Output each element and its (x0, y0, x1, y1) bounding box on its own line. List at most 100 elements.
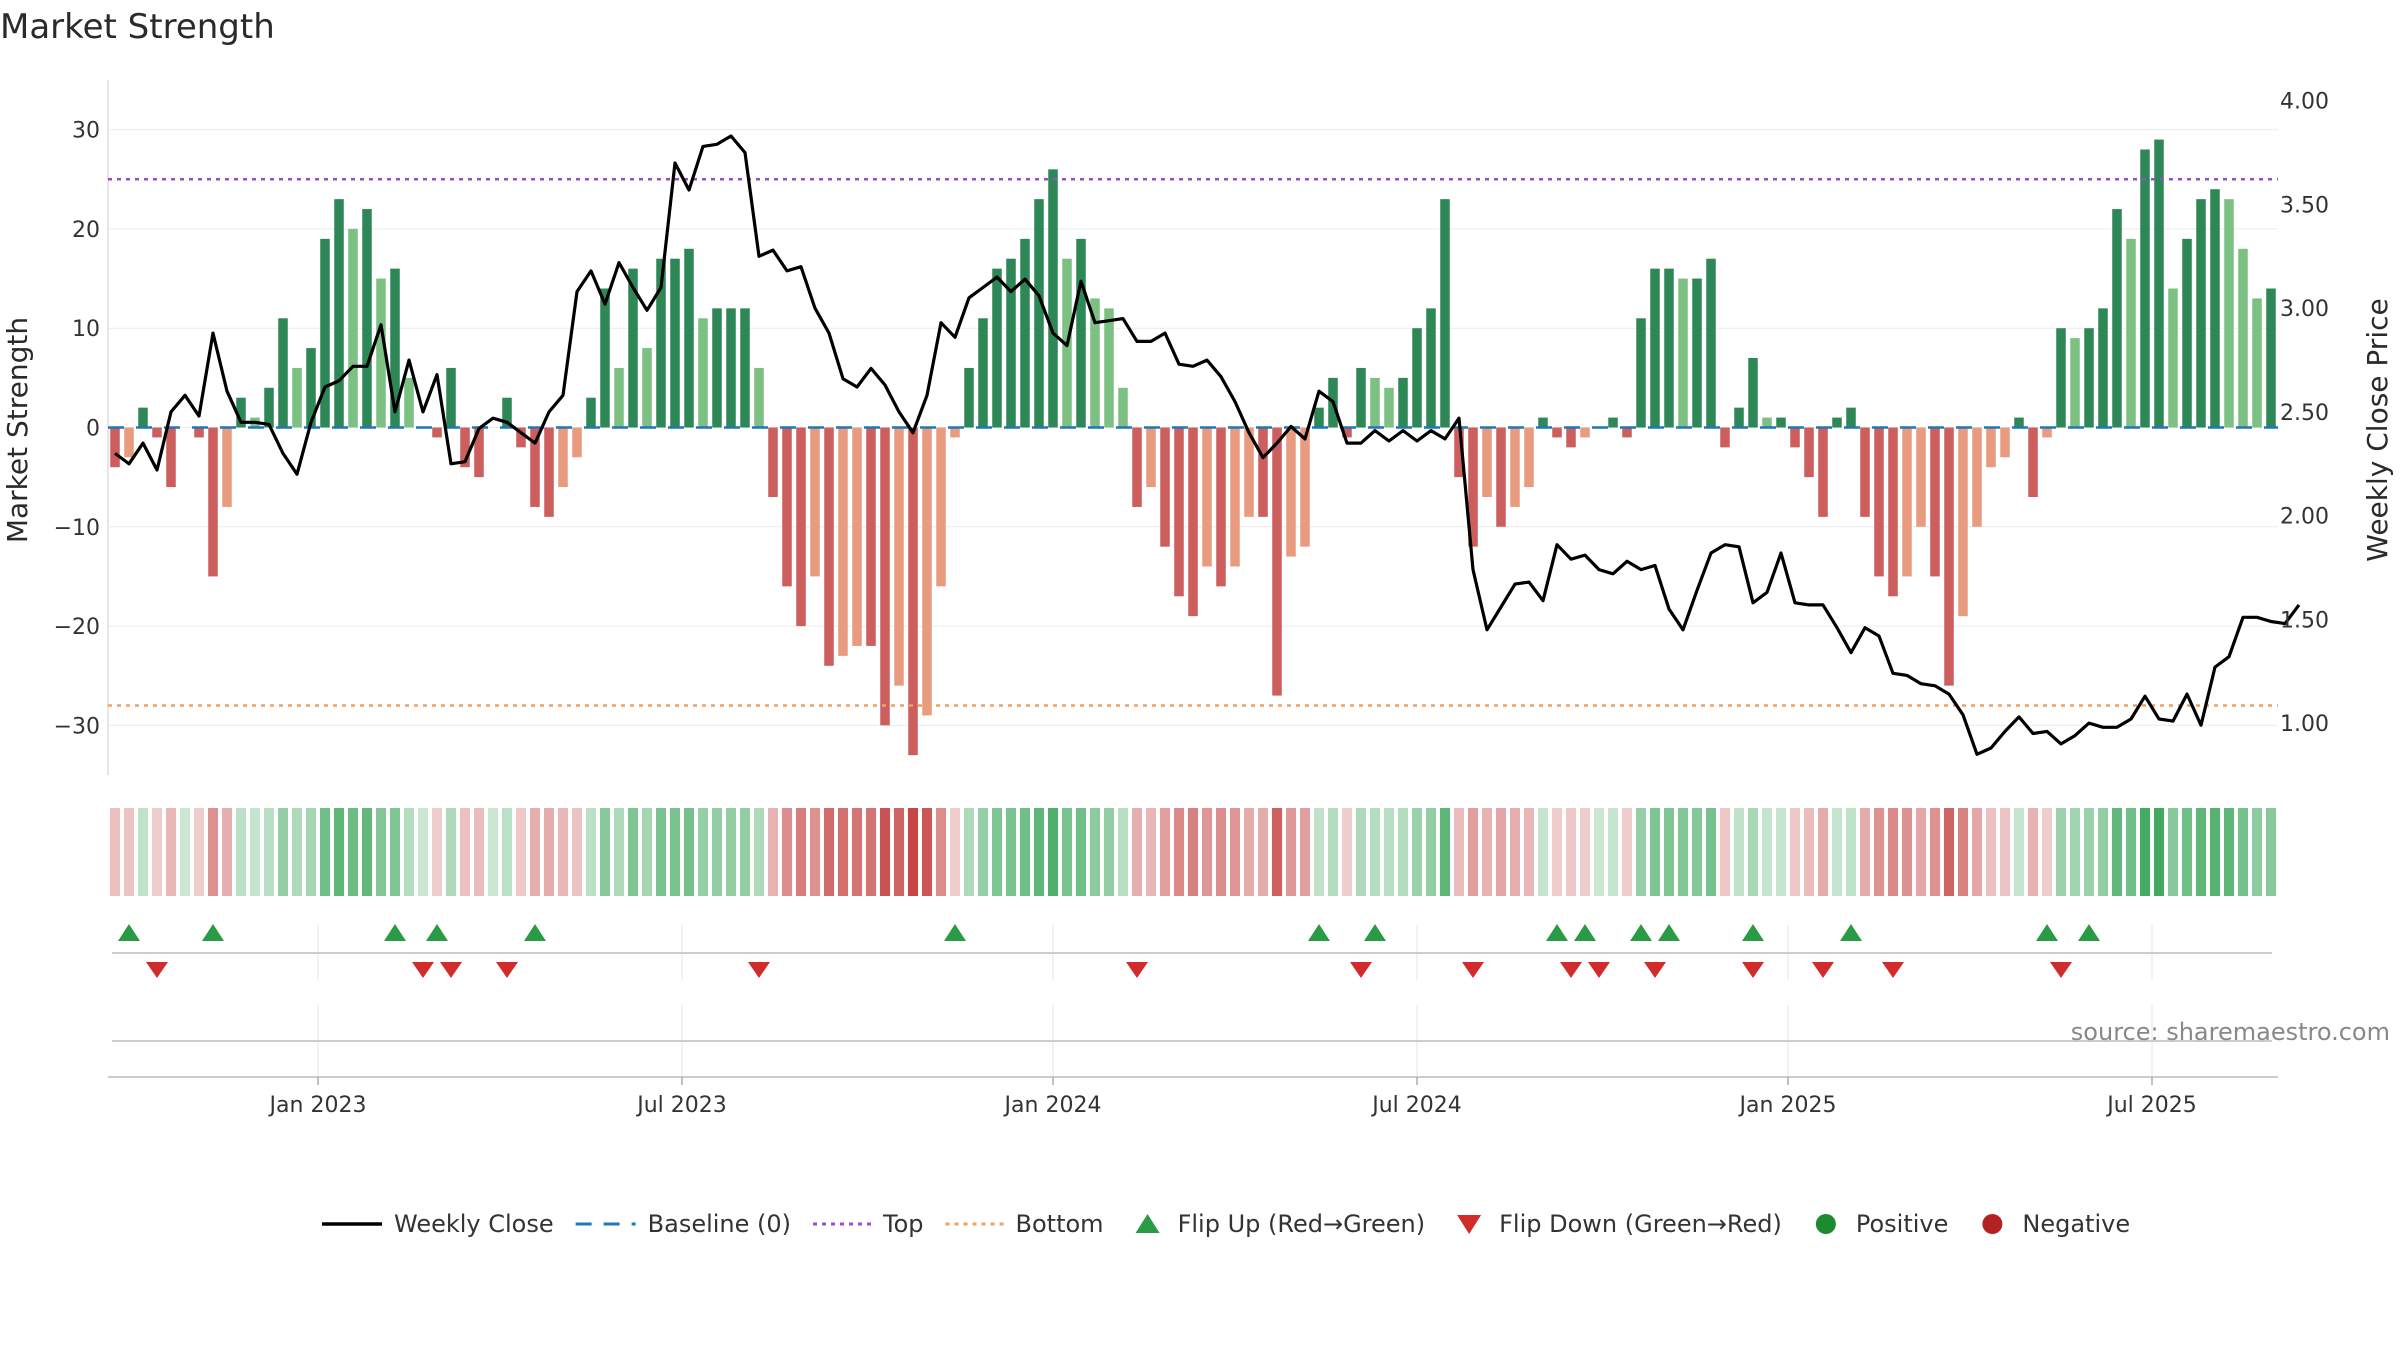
strip-cell (1831, 808, 1843, 896)
strength-bar (2140, 149, 2150, 428)
strength-bar (1580, 427, 1590, 438)
strip-cell (1061, 808, 1073, 896)
strength-bar (2182, 238, 2192, 428)
strip-cell (1649, 808, 1661, 896)
strip-cell (599, 808, 611, 896)
strip-cell (417, 808, 429, 896)
strip-cell (1243, 808, 1255, 896)
strip-cell (1383, 808, 1395, 896)
flip-down-marker (496, 962, 518, 978)
strength-bar (1272, 427, 1282, 696)
strip-cell (1551, 808, 1563, 896)
y-tick-label: 30 (72, 119, 100, 144)
strip-cell (1971, 808, 1983, 896)
strip-cell (1005, 808, 1017, 896)
strip-cell (515, 808, 527, 896)
strength-bar (1230, 427, 1240, 567)
strength-bar (2056, 328, 2066, 428)
strength-bar (292, 367, 302, 428)
flip-up-marker (2036, 924, 2058, 941)
strength-bar (572, 427, 582, 458)
strip-cell (2139, 808, 2151, 896)
strip-cell (1439, 808, 1451, 896)
strip-cell (1845, 808, 1857, 896)
strength-bar (1188, 427, 1198, 617)
strip-cell (459, 808, 471, 896)
strength-bar (838, 427, 848, 656)
strip-cell (235, 808, 247, 896)
strength-bar (1972, 427, 1982, 527)
strength-bar (936, 427, 946, 587)
strip-cell (347, 808, 359, 896)
strength-bar (2042, 427, 2052, 438)
strength-bar (768, 427, 778, 497)
flip-down-marker (1350, 962, 1372, 978)
strength-bar (1650, 268, 1660, 428)
strength-bar (1006, 258, 1016, 428)
strength-bar (530, 427, 540, 507)
strength-bar (1608, 417, 1618, 428)
strip-cell (179, 808, 191, 896)
strip-cell (1117, 808, 1129, 896)
strip-cell (1467, 808, 1479, 896)
strip-cell (1355, 808, 1367, 896)
flip-down-marker (412, 962, 434, 978)
strength-bar (1622, 427, 1632, 438)
strip-cell (1159, 808, 1171, 896)
strip-cell (795, 808, 807, 896)
strength-bar (992, 268, 1002, 428)
strength-bar (1818, 427, 1828, 517)
strength-bar (782, 427, 792, 587)
weekly-close-line-group (114, 134, 2301, 756)
strength-bar (264, 387, 274, 428)
flip-markers-panel (112, 924, 2272, 980)
strength-bar (1440, 199, 1450, 428)
strength-bar (908, 427, 918, 756)
strip-cell (1775, 808, 1787, 896)
strip-cell (389, 808, 401, 896)
strip-cell (277, 808, 289, 896)
strip-cell (1789, 808, 1801, 896)
y-axis-label: Market Strength (1, 317, 34, 543)
strength-bar (1804, 427, 1814, 478)
strip-cell (1915, 808, 1927, 896)
strength-bar (950, 427, 960, 438)
strip-cell (655, 808, 667, 896)
flip-up-marker (1658, 924, 1680, 941)
flip-down-marker (1742, 962, 1764, 978)
strength-bar (1034, 199, 1044, 428)
y2-tick-label: 2.00 (2280, 505, 2329, 530)
strength-bar (1370, 377, 1380, 428)
y-tick-label: −20 (54, 615, 100, 640)
strip-cell (1579, 808, 1591, 896)
strength-bar (824, 427, 834, 666)
strength-bar (894, 427, 904, 686)
strip-cell (2265, 808, 2277, 896)
flip-up-marker (1840, 924, 1862, 941)
strength-bar (1888, 427, 1898, 597)
y2-tick-label: 3.50 (2280, 193, 2329, 218)
strip-cell (767, 808, 779, 896)
strength-bar (1846, 407, 1856, 428)
strength-bar (278, 318, 288, 428)
strength-bar (1538, 417, 1548, 428)
strip-cell (193, 808, 205, 896)
strength-bar (516, 427, 526, 448)
reference-lines (108, 178, 2278, 707)
strip-cell (291, 808, 303, 896)
strip-cell (2153, 808, 2165, 896)
strength-bar (2210, 189, 2220, 428)
legend-circle-icon (1982, 1214, 2003, 1234)
strength-bar (1832, 417, 1842, 428)
strip-cell (809, 808, 821, 896)
strip-cell (1691, 808, 1703, 896)
strength-bar (1426, 308, 1436, 428)
y-tick-label: 20 (72, 218, 100, 243)
strength-bar (1398, 377, 1408, 428)
flip-up-marker (202, 924, 224, 941)
strip-cell (1565, 808, 1577, 896)
strip-cell (1621, 808, 1633, 896)
strength-bar (1020, 238, 1030, 428)
y2-tick-label: 4.00 (2280, 90, 2329, 115)
strength-bar (1146, 427, 1156, 488)
